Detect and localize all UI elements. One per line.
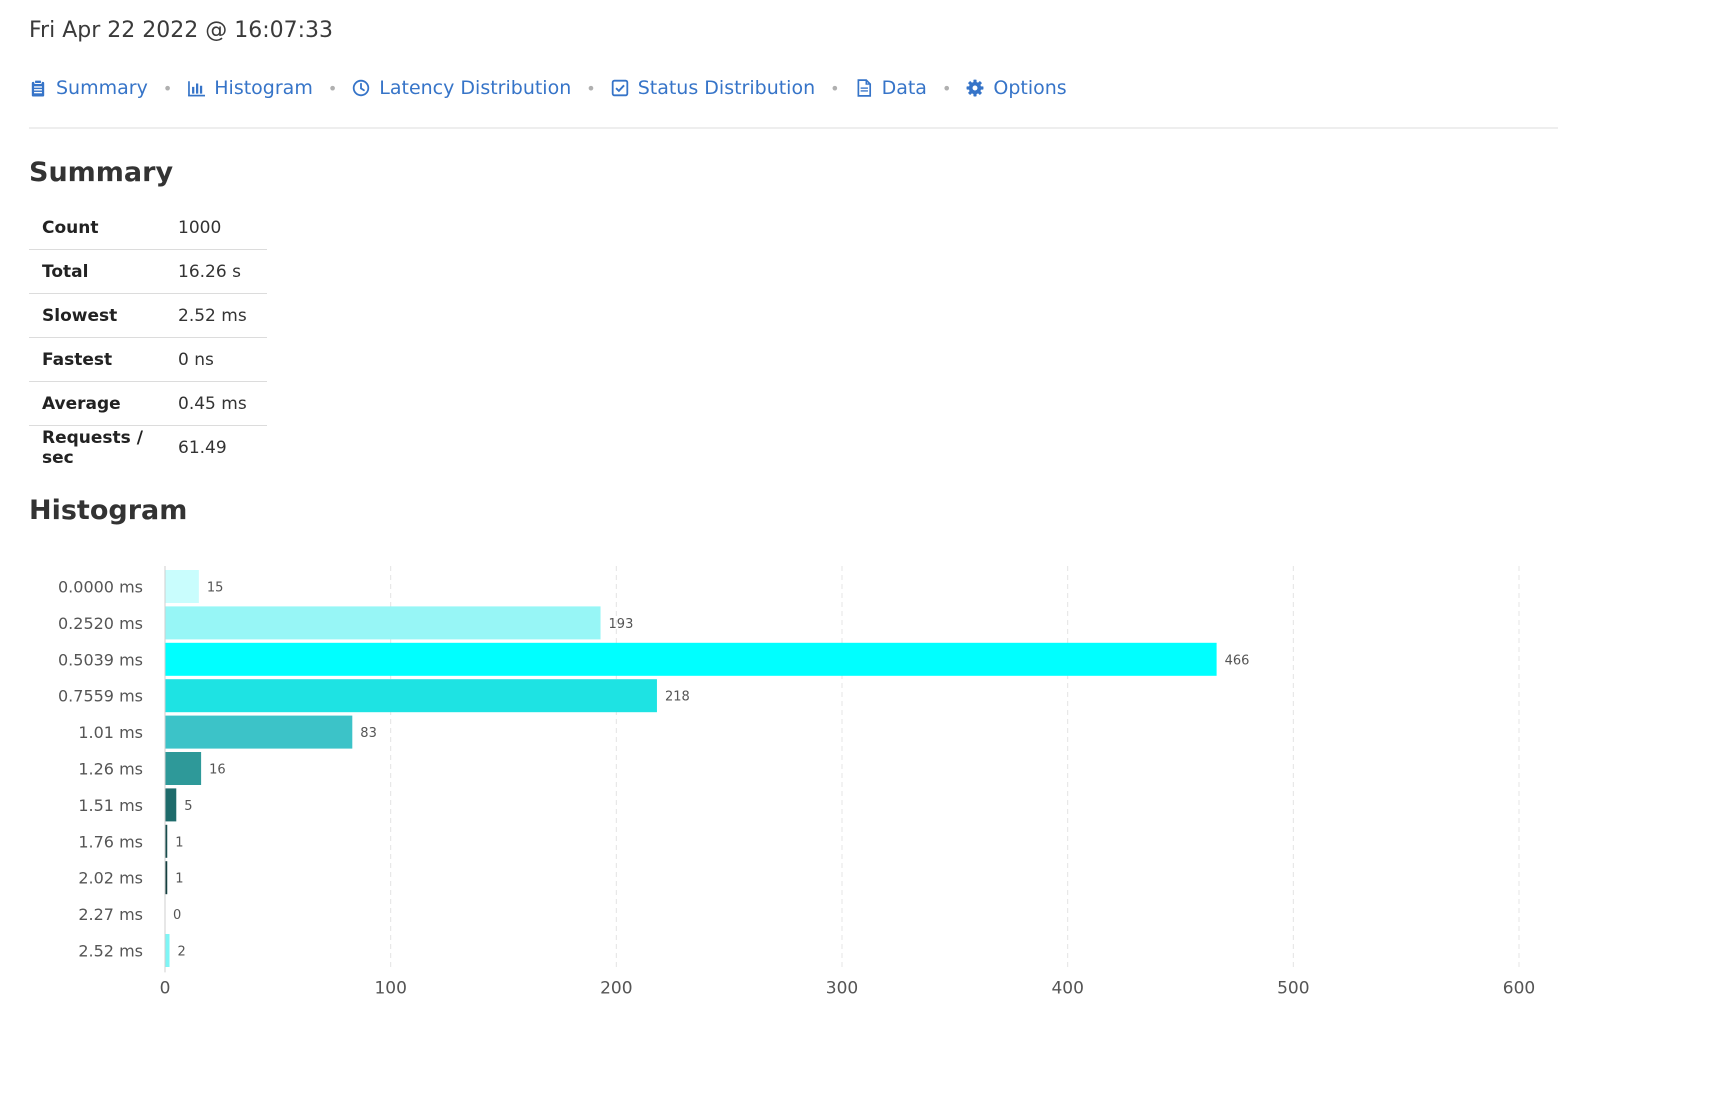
table-row: Count 1000 xyxy=(29,206,267,250)
x-tick-label: 400 xyxy=(1051,978,1083,998)
summary-label: Total xyxy=(29,249,178,294)
nav-link-options[interactable]: Options xyxy=(966,77,1067,99)
gear-icon xyxy=(966,79,984,97)
category-label: 0.7559 ms xyxy=(58,687,143,706)
nav-label-summary: Summary xyxy=(56,77,148,99)
category-label: 0.2520 ms xyxy=(58,614,143,633)
clock-icon xyxy=(353,79,370,97)
category-label: 2.52 ms xyxy=(78,942,143,961)
category-label: 2.02 ms xyxy=(78,869,143,888)
bar-value-label: 0 xyxy=(173,908,181,923)
histogram-bar xyxy=(165,570,199,603)
bar-value-label: 193 xyxy=(609,617,634,632)
summary-value: 0.45 ms xyxy=(178,381,267,426)
summary-value: 1000 xyxy=(178,206,267,250)
histogram-bar xyxy=(165,642,1217,676)
bar-value-label: 16 xyxy=(209,763,226,778)
histogram-bar xyxy=(165,752,202,785)
nav-link-status-distribution[interactable]: Status Distribution xyxy=(611,77,815,99)
nav-separator: • xyxy=(162,78,173,98)
bar-value-label: 15 xyxy=(207,581,224,596)
summary-value: 2.52 ms xyxy=(178,293,267,338)
summary-label: Average xyxy=(29,381,178,426)
histogram-bar xyxy=(165,824,168,858)
nav-link-data[interactable]: Data xyxy=(855,77,927,99)
bar-value-label: 1 xyxy=(175,872,183,887)
summary-table: Count 1000 Total 16.26 s Slowest 2.52 ms… xyxy=(29,206,267,469)
nav-separator: • xyxy=(830,78,840,98)
bar-value-label: 1 xyxy=(175,835,183,850)
nav-separator: • xyxy=(586,78,596,98)
nav-link-summary[interactable]: Summary xyxy=(29,77,148,99)
category-label: 0.5039 ms xyxy=(58,650,143,669)
bar-value-label: 83 xyxy=(360,726,377,741)
nav-separator: • xyxy=(941,78,952,98)
histogram-bar xyxy=(165,934,170,967)
nav-label-options: Options xyxy=(993,77,1067,99)
x-tick-label: 300 xyxy=(826,978,858,998)
category-label: 1.76 ms xyxy=(78,832,143,851)
category-label: 1.01 ms xyxy=(78,723,143,742)
histogram-bar xyxy=(165,861,168,895)
nav-label-latency-distribution: Latency Distribution xyxy=(379,77,572,99)
file-icon xyxy=(857,79,871,97)
x-tick-label: 600 xyxy=(1503,978,1535,998)
x-tick-label: 500 xyxy=(1277,978,1309,998)
summary-label: Fastest xyxy=(29,337,178,382)
summary-label: Count xyxy=(29,206,178,250)
section-nav: Summary • Histogram • Latency Distributi… xyxy=(29,72,1067,104)
bar-value-label: 466 xyxy=(1225,653,1250,668)
summary-label: Requests / sec xyxy=(42,427,143,468)
category-label: 0.0000 ms xyxy=(58,578,143,597)
nav-link-latency-distribution[interactable]: Latency Distribution xyxy=(352,77,571,99)
x-tick-label: 100 xyxy=(374,978,406,998)
nav-link-histogram[interactable]: Histogram xyxy=(187,77,313,99)
table-row: Total 16.26 s xyxy=(29,249,267,294)
category-label: 1.51 ms xyxy=(78,796,143,815)
category-label: 1.26 ms xyxy=(78,760,143,779)
histogram-bar xyxy=(165,715,353,749)
bar-value-label: 5 xyxy=(184,799,192,814)
nav-separator: • xyxy=(327,78,338,98)
bar-chart-icon xyxy=(188,81,206,97)
summary-value: 61.49 xyxy=(178,437,227,458)
nav-label-histogram: Histogram xyxy=(214,77,313,99)
report-timestamp: Fri Apr 22 2022 @ 16:07:33 xyxy=(29,18,334,43)
summary-heading: Summary xyxy=(29,157,174,188)
clipboard-icon xyxy=(31,79,45,97)
histogram-bar xyxy=(165,788,177,822)
table-row: Fastest 0 ns xyxy=(29,337,267,382)
x-tick-label: 200 xyxy=(600,978,632,998)
summary-value: 0 ns xyxy=(178,337,267,382)
header-divider xyxy=(29,127,1558,129)
histogram-bar xyxy=(165,606,601,640)
nav-label-status-distribution: Status Distribution xyxy=(637,77,816,99)
bar-value-label: 2 xyxy=(178,945,186,960)
category-label: 2.27 ms xyxy=(78,905,143,924)
table-row: Slowest 2.52 ms xyxy=(29,293,267,338)
histogram-heading: Histogram xyxy=(29,495,188,526)
nav-label-data: Data xyxy=(881,77,927,99)
summary-value: 16.26 s xyxy=(178,249,267,294)
table-row: Requests / sec 61.49 xyxy=(29,426,267,470)
summary-label: Slowest xyxy=(29,293,178,338)
check-square-icon xyxy=(611,79,628,97)
bar-value-label: 218 xyxy=(665,690,690,705)
table-row: Average 0.45 ms xyxy=(29,381,267,426)
x-tick-label: 0 xyxy=(160,978,171,998)
histogram-bar xyxy=(165,679,657,713)
